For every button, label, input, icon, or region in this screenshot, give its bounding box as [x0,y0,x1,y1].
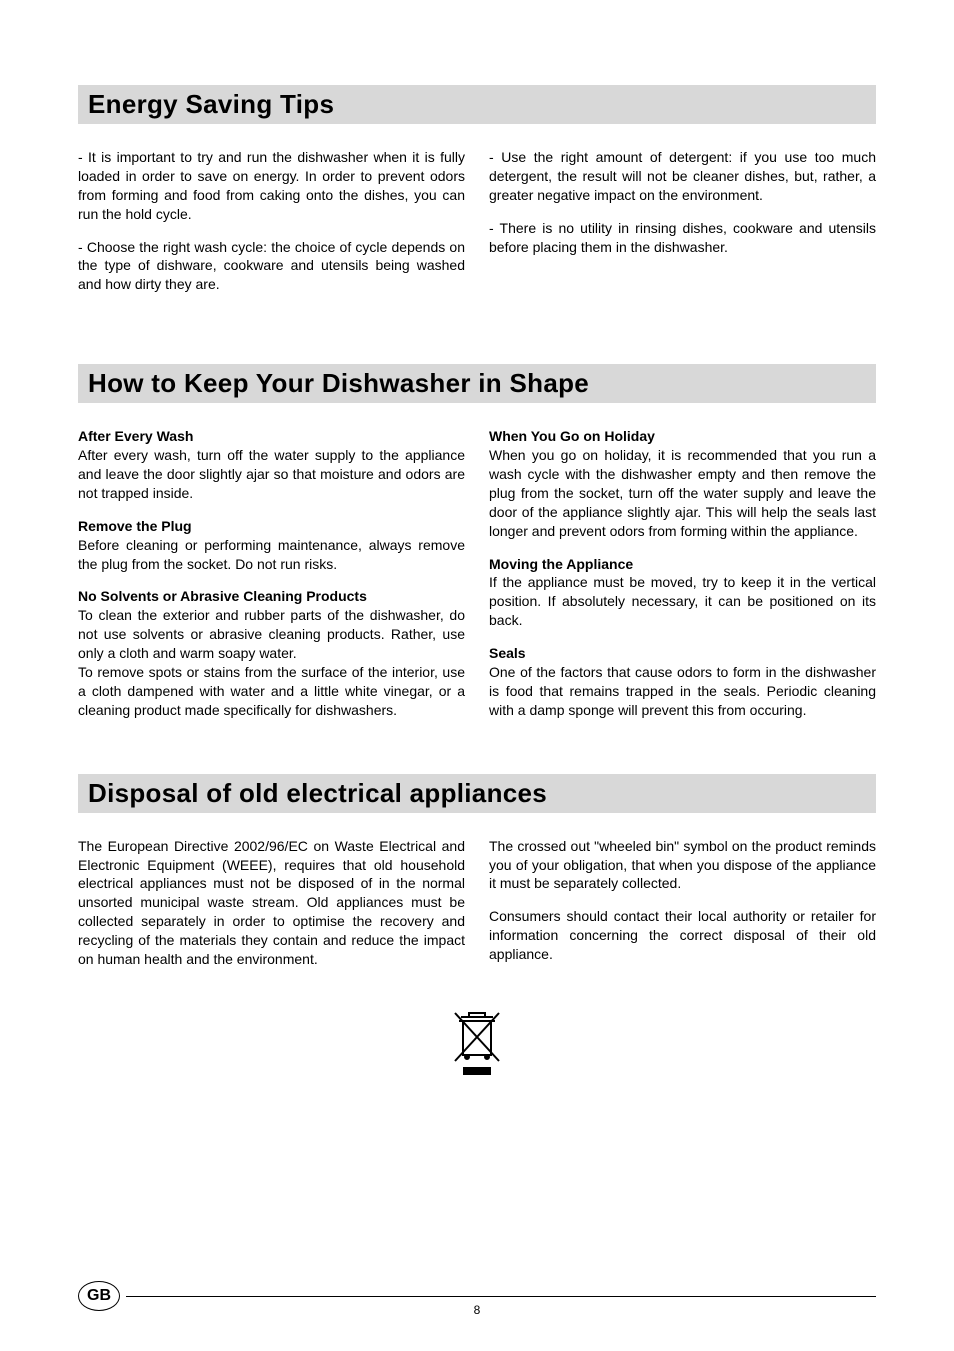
crossed-bin-icon [449,1005,505,1079]
section2-col-right: When You Go on Holiday When you go on ho… [489,427,876,719]
section2-columns: After Every Wash After every wash, turn … [78,427,876,719]
subheading: After Every Wash [78,427,465,446]
page-number: 8 [78,1303,876,1317]
footer-divider [126,1296,876,1297]
section-heading-energy: Energy Saving Tips [78,85,876,124]
body-text: To clean the exterior and rubber parts o… [78,606,465,663]
section1-col-left: - It is important to try and run the dis… [78,148,465,294]
body-text: - There is no utility in rinsing dishes,… [489,219,876,257]
section3-col-right: The crossed out "wheeled bin" symbol on … [489,837,876,969]
body-text: After every wash, turn off the water sup… [78,447,465,501]
body-text: To remove spots or stains from the surfa… [78,663,465,720]
section1-columns: - It is important to try and run the dis… [78,148,876,294]
body-text: Before cleaning or performing maintenanc… [78,537,465,572]
subheading: Moving the Appliance [489,555,876,574]
section-heading-maintenance: How to Keep Your Dishwasher in Shape [78,364,876,403]
para-block: When You Go on Holiday When you go on ho… [489,427,876,540]
body-text: The European Directive 2002/96/EC on Was… [78,837,465,969]
section-heading-disposal: Disposal of old electrical appliances [78,774,876,813]
body-text: - Choose the right wash cycle: the choic… [78,238,465,295]
subheading: Remove the Plug [78,517,465,536]
body-text: - Use the right amount of detergent: if … [489,148,876,205]
spacer [78,294,876,364]
para-block: After Every Wash After every wash, turn … [78,427,465,503]
spacer [78,720,876,774]
subheading: No Solvents or Abrasive Cleaning Product… [78,587,465,606]
body-text: One of the factors that cause odors to f… [489,664,876,718]
section3-col-left: The European Directive 2002/96/EC on Was… [78,837,465,969]
weee-symbol-container [78,1005,876,1079]
body-text: Consumers should contact their local aut… [489,907,876,964]
body-text: When you go on holiday, it is recommende… [489,447,876,539]
para-block: No Solvents or Abrasive Cleaning Product… [78,587,465,719]
page-footer: GB 8 [78,1281,876,1311]
para-block: Seals One of the factors that cause odor… [489,644,876,720]
body-text: If the appliance must be moved, try to k… [489,574,876,628]
subheading: Seals [489,644,876,663]
body-text: - It is important to try and run the dis… [78,148,465,224]
section1-col-right: - Use the right amount of detergent: if … [489,148,876,294]
body-text: The crossed out "wheeled bin" symbol on … [489,837,876,894]
para-block: Remove the Plug Before cleaning or perfo… [78,517,465,574]
para-block: Moving the Appliance If the appliance mu… [489,555,876,631]
section2-col-left: After Every Wash After every wash, turn … [78,427,465,719]
subheading: When You Go on Holiday [489,427,876,446]
section3-columns: The European Directive 2002/96/EC on Was… [78,837,876,969]
